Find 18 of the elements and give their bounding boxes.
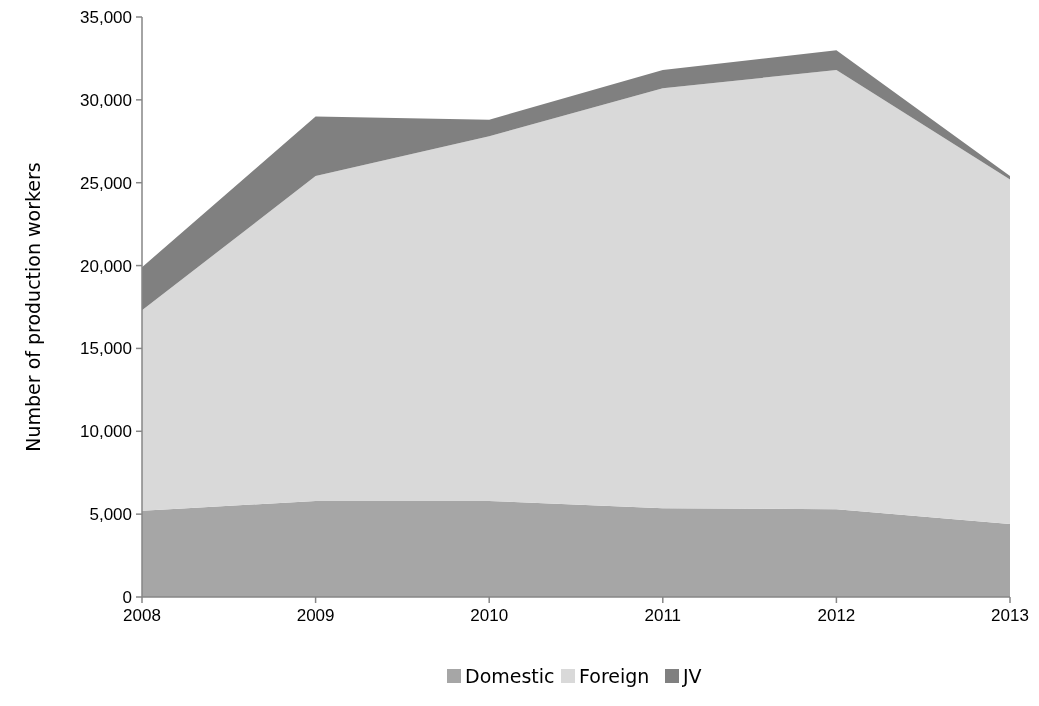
x-tick-label: 2011 (644, 606, 682, 625)
x-tick-label: 2010 (470, 606, 509, 625)
y-tick-label: 35,000 (80, 7, 132, 27)
y-tick-label: 15,000 (80, 339, 132, 359)
x-tick-label: 2012 (817, 606, 856, 625)
y-tick-label: 10,000 (80, 422, 132, 442)
y-tick-label: 5,000 (89, 505, 132, 525)
y-tick-label: 20,000 (80, 256, 132, 276)
y-tick-label: 0 (122, 587, 132, 607)
legend-label: Domestic (465, 664, 555, 687)
x-tick-label: 2013 (991, 606, 1029, 625)
y-axis-title: Number of production workers (22, 162, 44, 452)
legend-label: JV (682, 664, 702, 687)
y-tick-label: 25,000 (80, 173, 132, 193)
y-tick-label: 30,000 (80, 90, 132, 110)
x-tick-label: 2009 (296, 606, 335, 625)
x-tick-label: 2008 (123, 606, 161, 625)
legend-label: Foreign (579, 664, 650, 687)
